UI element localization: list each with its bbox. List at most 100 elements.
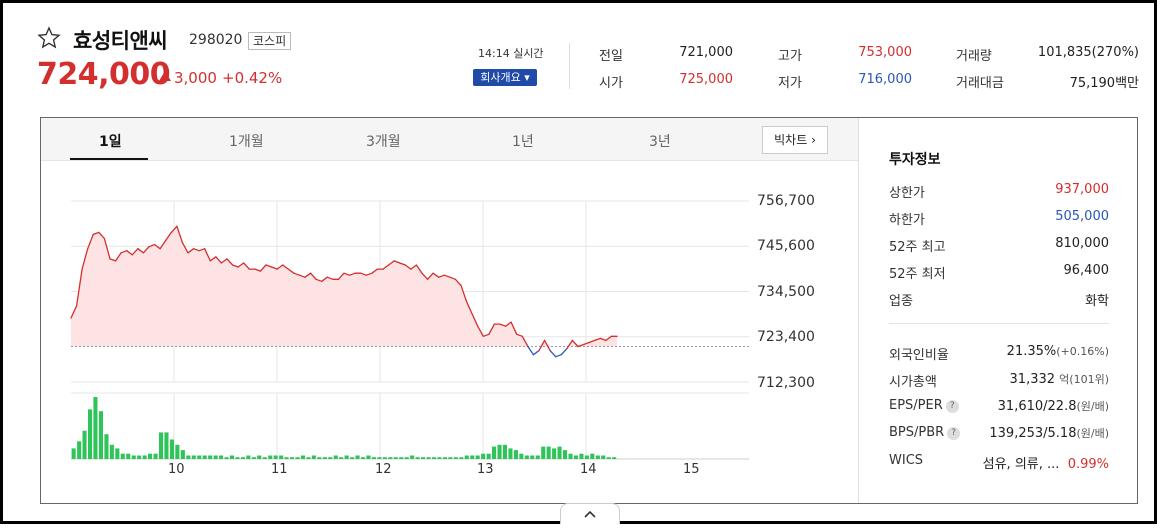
volume-bar	[350, 457, 355, 459]
summary-value: 725,000	[679, 72, 733, 87]
price-line-segment	[270, 266, 278, 270]
volume-bar	[279, 455, 284, 459]
divider	[569, 43, 570, 89]
x-tick-label: 13	[477, 462, 494, 477]
volume-bar	[93, 397, 98, 459]
stock-name: 효성티앤씨	[73, 29, 168, 53]
volume-bar	[541, 446, 546, 459]
y-tick-label: 756,700	[757, 193, 815, 209]
y-tick-label: 723,400	[757, 329, 815, 345]
price-line-segment	[148, 243, 156, 248]
summary-value: 753,000	[858, 45, 912, 60]
volume-bar	[557, 446, 562, 459]
price-line-segment	[477, 325, 484, 337]
price-line-segment	[276, 264, 284, 270]
volume-bar	[82, 430, 87, 459]
volume-bar	[295, 457, 300, 459]
info-value: 96,400	[1063, 263, 1110, 278]
volume-bar	[366, 455, 371, 459]
price-line-segment	[582, 341, 590, 346]
price-line-segment	[365, 272, 373, 276]
volume-bar	[169, 439, 174, 459]
price-line-segment	[142, 246, 150, 254]
summary-value: 716,000	[858, 72, 912, 87]
price-line-segment	[198, 248, 206, 252]
volume-bar	[481, 453, 486, 459]
help-icon[interactable]: ?	[947, 427, 961, 440]
price-line-segment	[81, 248, 89, 270]
volume-bar	[524, 455, 529, 459]
price-line-segment	[360, 272, 367, 276]
price-line-segment	[243, 262, 250, 270]
price-chart	[70, 200, 749, 460]
company-overview-button[interactable]: 회사개요 ▾	[473, 69, 537, 86]
price-line-segment	[265, 264, 273, 268]
info-label: 업종	[889, 294, 913, 309]
price-line-segment	[114, 252, 122, 262]
wics-sector-link[interactable]: 섬유, 의류, ...	[982, 457, 1060, 472]
volume-bar	[530, 455, 535, 459]
volume-bar	[470, 455, 475, 459]
volume-bar	[159, 432, 164, 459]
volume-bar	[492, 446, 497, 459]
info-value: 화학	[1085, 294, 1109, 309]
price-line-segment	[215, 256, 223, 264]
divider	[889, 323, 1109, 324]
price-line-segment	[192, 248, 200, 252]
volume-bar	[371, 457, 376, 459]
help-icon[interactable]: ?	[945, 400, 959, 413]
volume-bar	[552, 448, 557, 459]
summary-label: 시가	[599, 76, 623, 91]
tab-1month[interactable]: 1개월	[229, 134, 264, 150]
current-price: 724,000	[37, 57, 171, 92]
tab-3month[interactable]: 3개월	[366, 134, 401, 150]
price-line-segment	[126, 250, 133, 256]
x-tick-label: 14	[580, 462, 597, 477]
volume-bar	[191, 455, 196, 459]
volume-bar	[606, 457, 611, 459]
price-line-segment	[454, 278, 462, 287]
info-label: 52주 최저	[889, 267, 946, 282]
price-line-segment	[75, 268, 83, 307]
volume-bar	[546, 446, 551, 459]
price-line-segment	[594, 337, 601, 342]
price-line-segment	[438, 274, 445, 278]
summary-label: 고가	[778, 49, 802, 64]
summary-label: 저가	[778, 76, 802, 91]
price-line-segment	[321, 276, 328, 282]
price-line-segment	[415, 264, 423, 274]
tab-1day[interactable]: 1일	[99, 134, 122, 150]
price-line-segment	[103, 237, 111, 260]
volume-bar	[415, 457, 420, 459]
active-tab-indicator	[70, 158, 148, 160]
price-line-segment	[120, 250, 128, 254]
volume-bar	[568, 453, 573, 459]
investment-info-title: 투자정보	[889, 152, 941, 168]
tab-1year[interactable]: 1년	[512, 134, 534, 150]
period-tabs	[41, 118, 858, 161]
price-line-segment	[382, 264, 390, 270]
volume-bar	[300, 455, 305, 459]
favorite-star-icon[interactable]	[37, 26, 61, 50]
info-label: WICS	[889, 453, 924, 468]
price-line-segment	[87, 233, 94, 250]
volume-bar	[486, 453, 491, 459]
y-tick-label: 745,600	[757, 238, 815, 254]
price-line-segment	[337, 272, 345, 280]
price-line-segment	[471, 313, 479, 327]
price-line-segment	[309, 272, 317, 280]
tab-3year[interactable]: 3년	[649, 134, 671, 150]
price-line-segment	[315, 278, 323, 282]
info-value: 섬유, 의류, ... 0.99%	[982, 457, 1109, 472]
market-badge: 코스피	[248, 32, 292, 50]
bigchart-button[interactable]: 빅차트 ›	[762, 126, 828, 154]
collapse-toggle[interactable]	[560, 503, 620, 524]
price-line-segment	[510, 321, 518, 335]
volume-bar	[590, 453, 595, 459]
volume-bar	[262, 457, 267, 459]
volume-bar	[361, 457, 366, 459]
price-line-segment	[109, 258, 117, 262]
volume-bar	[432, 457, 437, 459]
volume-bar	[404, 457, 409, 459]
stock-code: 298020	[189, 32, 243, 48]
